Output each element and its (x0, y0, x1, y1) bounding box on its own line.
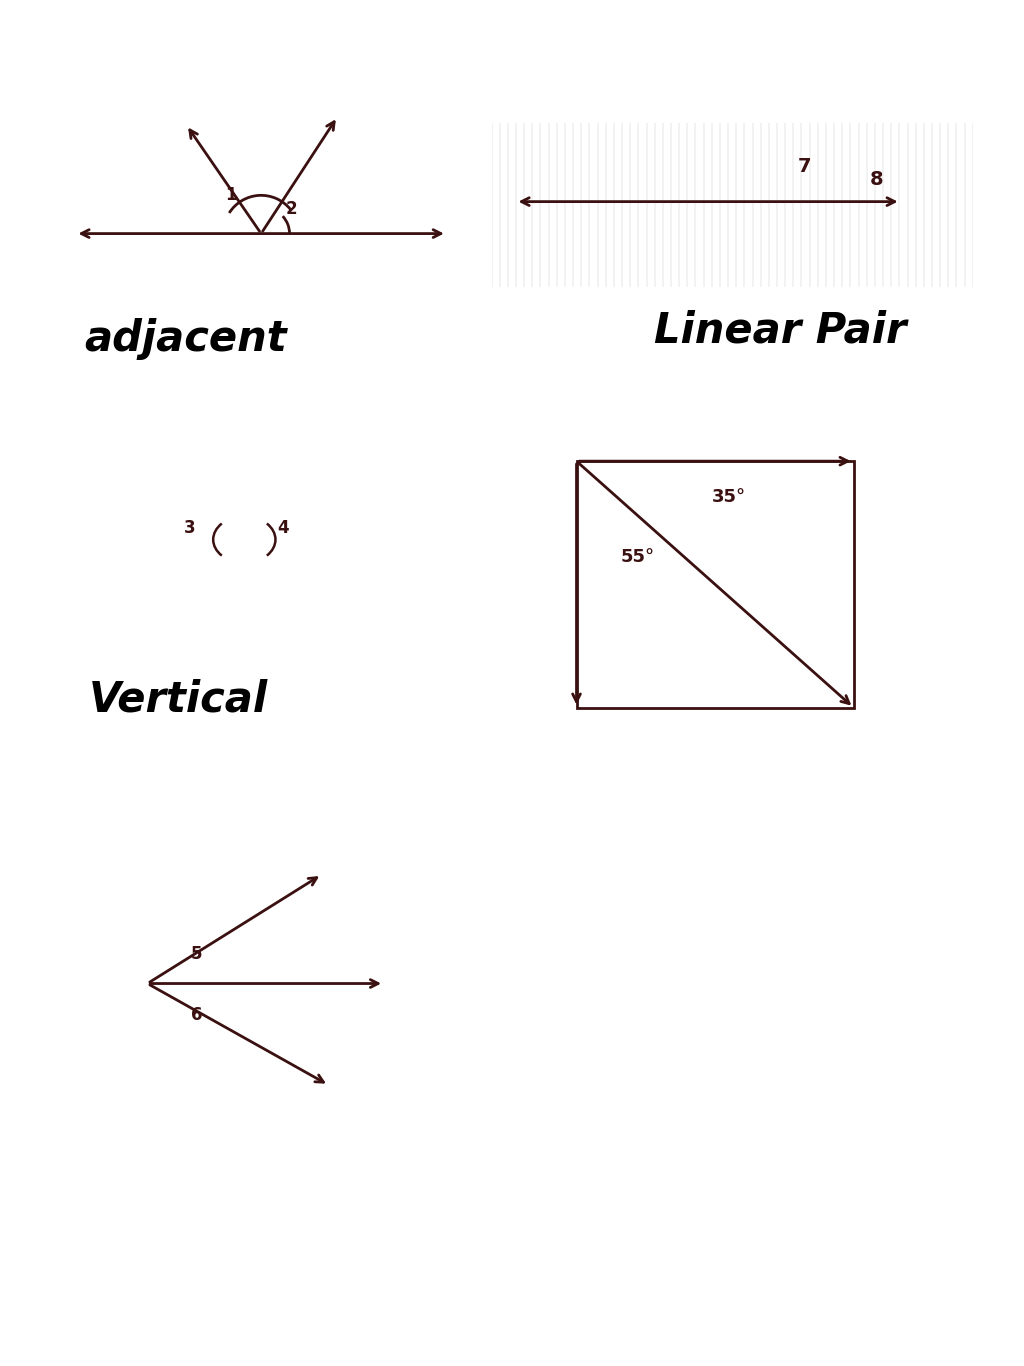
Text: 2: 2 (286, 199, 297, 217)
Bar (577, 462, 854, 708)
Text: adjacent: adjacent (84, 318, 287, 359)
Text: 6: 6 (190, 1007, 203, 1024)
Text: 55°: 55° (621, 548, 654, 567)
Text: Vertical: Vertical (89, 679, 267, 720)
Text: 5: 5 (190, 945, 203, 963)
Text: 35°: 35° (712, 488, 745, 507)
Text: 3: 3 (184, 519, 196, 537)
Text: 4: 4 (278, 519, 289, 537)
Text: Linear Pair: Linear Pair (654, 310, 906, 351)
Text: 7: 7 (798, 157, 811, 176)
Text: 8: 8 (869, 171, 884, 190)
Text: 1: 1 (225, 186, 237, 205)
